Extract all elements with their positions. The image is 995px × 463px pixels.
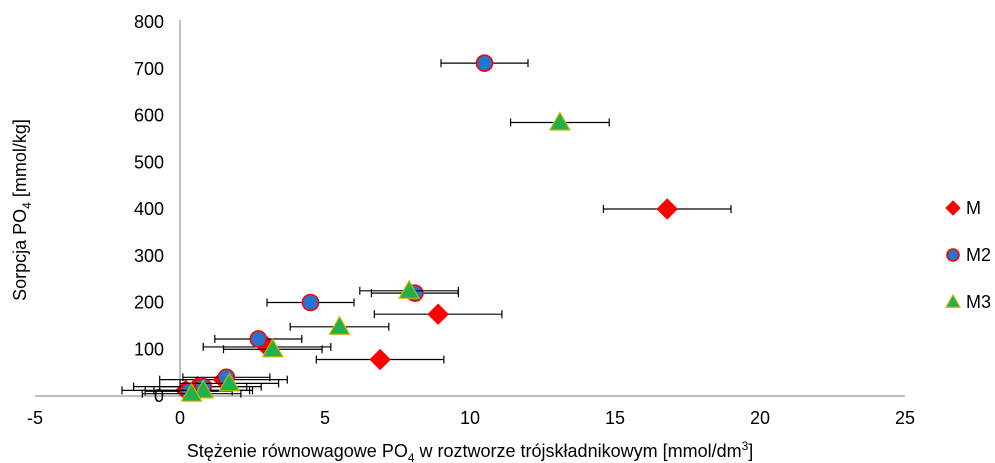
x-tick-labels: -5 0 5 10 15 20 25 xyxy=(27,408,915,428)
data-point-m3 xyxy=(328,315,351,335)
y-axis-title-pre: Sorpcja PO xyxy=(10,209,30,301)
y-tick-label: 300 xyxy=(134,246,164,266)
legend-item-m: M xyxy=(945,198,981,218)
data-point-m2 xyxy=(301,293,320,312)
y-tick-label: 800 xyxy=(134,12,164,32)
y-tick-label: 0 xyxy=(154,386,164,406)
legend-marker-m2 xyxy=(946,248,960,262)
data-point-m3 xyxy=(398,279,421,299)
y-axis-title: Sorpcja PO4 [mmol/kg] xyxy=(10,119,34,301)
data-series xyxy=(121,54,732,402)
x-axis-title-sup: 3 xyxy=(742,439,749,453)
data-point-m3 xyxy=(548,111,571,131)
legend-marker-m3 xyxy=(944,293,962,308)
x-tick-label: 25 xyxy=(895,408,915,428)
series-m3 xyxy=(141,111,610,402)
x-axis-title-post: ] xyxy=(748,441,753,461)
x-tick-label: 20 xyxy=(750,408,770,428)
data-point-m3 xyxy=(218,372,241,392)
y-tick-label: 700 xyxy=(134,59,164,79)
x-tick-label: 15 xyxy=(605,408,625,428)
legend: M M2 M3 xyxy=(944,198,991,312)
series-m xyxy=(121,198,732,402)
x-tick-label: 0 xyxy=(175,408,185,428)
y-tick-label: 100 xyxy=(134,339,164,359)
x-axis-title: Stężenie równowagowe PO4 w roztworze tró… xyxy=(187,439,754,463)
y-tick-label: 200 xyxy=(134,293,164,313)
x-axis-title-mid: w roztworze trójskładnikowym [mmol/dm xyxy=(415,441,742,461)
legend-item-m3: M3 xyxy=(944,292,991,312)
legend-marker-m xyxy=(945,200,961,216)
data-point-m3 xyxy=(192,379,215,399)
data-point-m3 xyxy=(261,338,284,358)
data-point-m xyxy=(656,198,678,220)
y-tick-label: 400 xyxy=(134,199,164,219)
x-tick-label: 5 xyxy=(320,408,330,428)
data-point-m2 xyxy=(249,330,268,348)
data-point-m xyxy=(427,303,449,325)
y-tick-label: 600 xyxy=(134,106,164,126)
legend-item-m2: M2 xyxy=(946,245,991,265)
x-axis-title-pre: Stężenie równowagowe PO xyxy=(187,441,408,461)
x-axis-title-sub: 4 xyxy=(408,451,415,463)
x-tick-label: 10 xyxy=(460,408,480,428)
legend-label-m2: M2 xyxy=(966,245,991,265)
data-point-m xyxy=(369,348,391,371)
data-point-m3 xyxy=(180,382,203,402)
legend-label-m: M xyxy=(966,198,981,218)
y-axis-title-post: [mmol/kg] xyxy=(10,119,30,202)
y-tick-labels: 0 100 200 300 400 500 600 700 800 xyxy=(134,12,164,406)
y-axis-title-sub: 4 xyxy=(20,202,34,209)
data-point-m2 xyxy=(475,54,494,72)
y-tick-label: 500 xyxy=(134,152,164,172)
legend-label-m3: M3 xyxy=(966,292,991,312)
x-tick-label: -5 xyxy=(27,408,43,428)
